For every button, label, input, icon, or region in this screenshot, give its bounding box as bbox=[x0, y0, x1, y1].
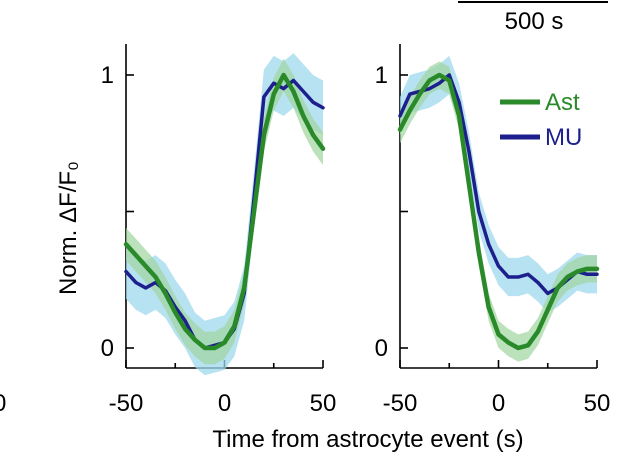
panel-left: 0 1 -50 0 50 bbox=[101, 44, 337, 417]
line-ast bbox=[123, 72, 326, 351]
x-tick-label: 50 bbox=[310, 390, 337, 417]
legend-mu-label: MU bbox=[545, 124, 582, 151]
series-lines bbox=[397, 61, 600, 362]
legend: Ast MU bbox=[500, 89, 582, 151]
x-tick-label: -50 bbox=[383, 390, 418, 417]
error-bands bbox=[126, 53, 323, 376]
series-lines bbox=[123, 58, 326, 365]
panel-right: 0 1 -50 0 50 bbox=[375, 44, 611, 417]
y-axis-title: Norm. ΔF/F₀ bbox=[55, 161, 82, 295]
x-axis-title: Time from astrocyte event (s) bbox=[212, 426, 523, 453]
band-mu bbox=[126, 53, 323, 376]
y-tick-label: 1 bbox=[101, 62, 114, 89]
line-ast bbox=[397, 72, 600, 351]
y-tick-label: 1 bbox=[375, 62, 388, 89]
x-tick-label: 50 bbox=[584, 390, 611, 417]
x-tick-label: 0 bbox=[492, 390, 505, 417]
edge-tick-label: 0 bbox=[0, 390, 6, 417]
x-tick-label: -50 bbox=[109, 390, 144, 417]
y-tick-label: 0 bbox=[375, 335, 388, 362]
x-tick-label: 0 bbox=[218, 390, 231, 417]
legend-ast-label: Ast bbox=[545, 89, 580, 116]
y-tick-label: 0 bbox=[101, 335, 114, 362]
scale-bar-label: 500 s bbox=[505, 8, 564, 35]
